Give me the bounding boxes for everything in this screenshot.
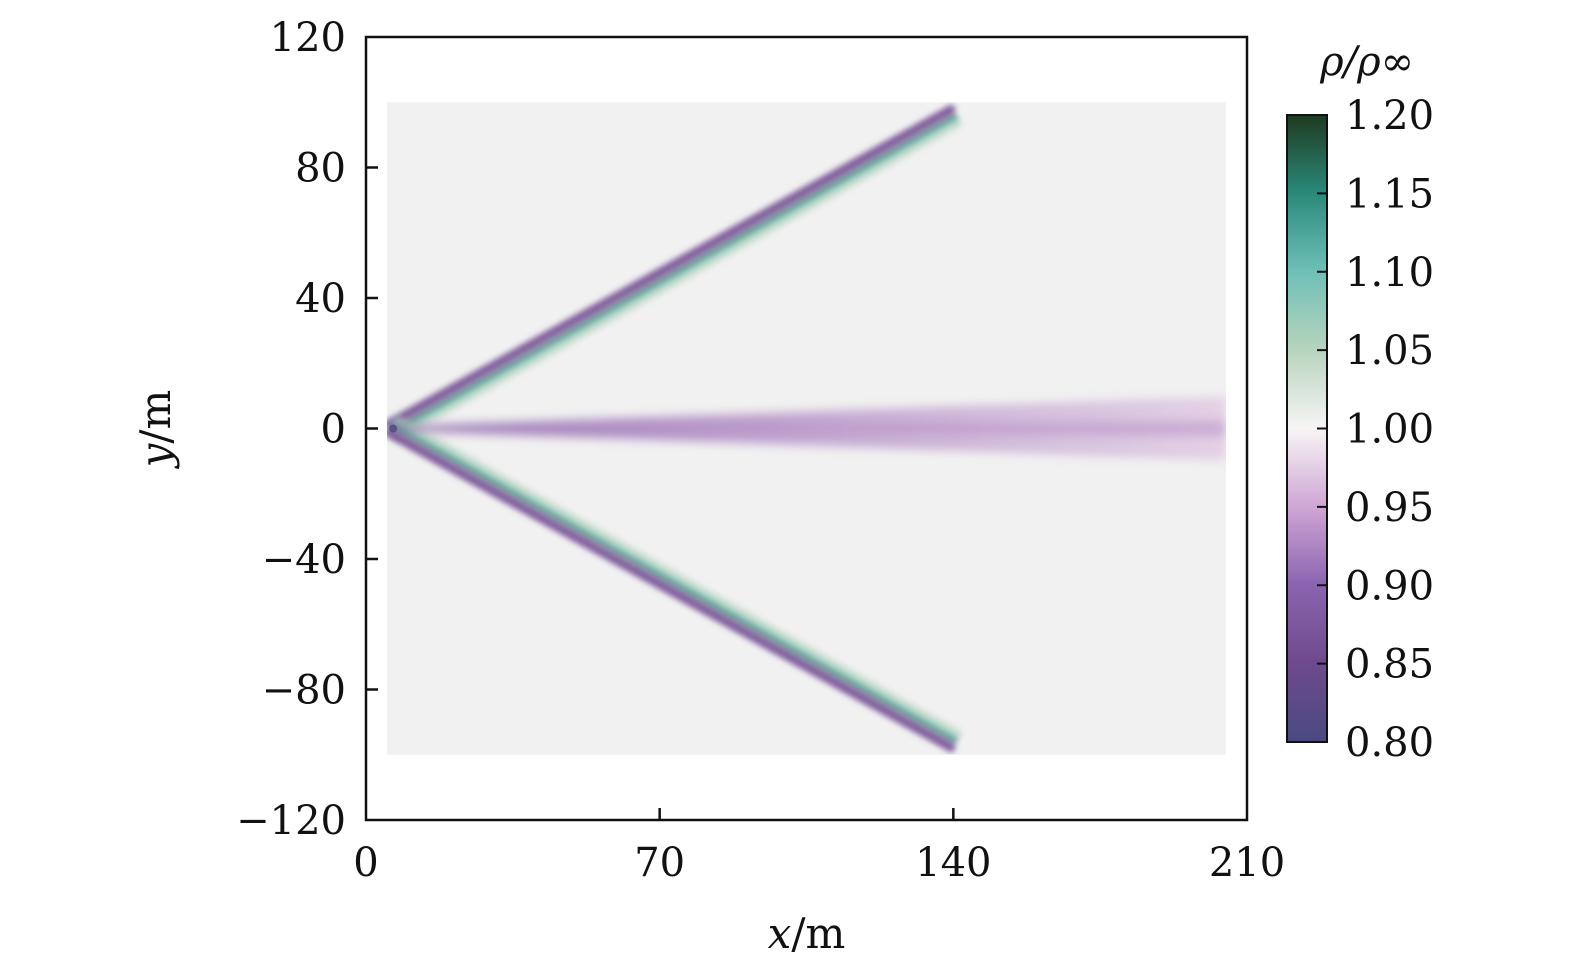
- density-field: [386, 104, 1227, 753]
- shock-peak-band: [390, 423, 958, 744]
- colorbar-tick-label: 1.10: [1345, 250, 1434, 296]
- x-tick-label: 140: [915, 840, 991, 886]
- colorbar-title: ρ/ρ∞: [1319, 39, 1414, 85]
- shock-lower: [386, 415, 963, 753]
- shock-expansion-band: [386, 428, 956, 753]
- colorbar-tick-label: 0.90: [1345, 563, 1434, 609]
- y-tick-label: 40: [295, 276, 346, 322]
- y-tick-label: 80: [295, 146, 346, 192]
- colorbar-tick-label: 0.80: [1345, 720, 1434, 766]
- colorbar-tick-label: 0.95: [1345, 485, 1434, 531]
- shock-expansion-band: [386, 104, 956, 429]
- y-axis: 120 80 40 0 −40 −80 −120: [236, 15, 378, 844]
- x-tick-label: 70: [634, 840, 685, 886]
- shock-outer-band: [394, 415, 963, 736]
- colorbar-tick-label: 0.85: [1345, 642, 1434, 688]
- colorbar-tick-label: 1.00: [1345, 407, 1434, 453]
- x-tick-label: 210: [1209, 840, 1285, 886]
- colorbar-tick-label: 1.20: [1345, 93, 1434, 139]
- x-axis: 0 70 140 210: [353, 808, 1285, 886]
- y-tick-label: 0: [321, 407, 346, 453]
- y-tick-label: −120: [236, 798, 346, 844]
- shock-compression-band: [391, 419, 960, 741]
- body-apex: [389, 424, 398, 433]
- shock-outer-band: [394, 121, 963, 442]
- x-axis-label: x/m: [768, 909, 846, 958]
- shock-compression-band: [391, 116, 960, 438]
- y-tick-label: −40: [262, 537, 346, 583]
- y-tick-label: 120: [270, 15, 346, 61]
- y-tick-label: −80: [262, 668, 346, 714]
- wake: [391, 396, 1227, 461]
- colorbar-ticks: 1.20 1.15 1.10 1.05 1.00 0.95 0.90 0.85 0.80: [1317, 93, 1434, 766]
- colorbar-tick-label: 1.15: [1345, 171, 1434, 217]
- y-axis-label: y/m: [131, 390, 180, 470]
- wake-core: [391, 420, 1227, 437]
- colorbar: ρ/ρ∞ 1.20 1.15 1.10 1.05 1.00 0.95 0.90 0.85 0.8…: [1286, 39, 1434, 766]
- colorbar-tick-label: 1.05: [1345, 328, 1434, 374]
- plot-area: [364, 35, 1249, 822]
- shock-peak-band: [390, 113, 958, 434]
- shock-upper: [386, 104, 963, 442]
- x-tick-label: 0: [353, 840, 378, 886]
